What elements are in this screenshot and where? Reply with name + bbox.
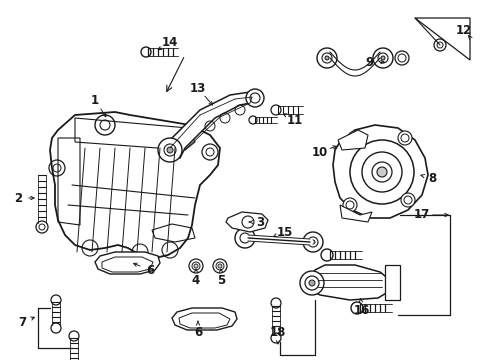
Polygon shape	[225, 212, 267, 232]
Text: 8: 8	[427, 171, 435, 184]
Circle shape	[320, 249, 332, 261]
Circle shape	[248, 116, 257, 124]
Text: 5: 5	[217, 274, 224, 288]
Text: 17: 17	[413, 208, 429, 221]
Text: 7: 7	[18, 315, 26, 328]
Polygon shape	[95, 252, 160, 274]
Polygon shape	[309, 265, 389, 300]
Circle shape	[371, 162, 391, 182]
Text: 13: 13	[189, 81, 206, 94]
Circle shape	[303, 232, 323, 252]
Circle shape	[372, 48, 392, 68]
Polygon shape	[332, 125, 427, 218]
Circle shape	[51, 295, 61, 305]
Text: 2: 2	[14, 192, 22, 204]
Circle shape	[213, 259, 226, 273]
Text: 10: 10	[311, 145, 327, 158]
Text: 18: 18	[269, 325, 285, 338]
Text: 6: 6	[145, 264, 154, 276]
Circle shape	[235, 228, 254, 248]
Text: 6: 6	[193, 325, 202, 338]
Circle shape	[310, 240, 314, 244]
Text: 3: 3	[255, 216, 264, 229]
Circle shape	[299, 271, 324, 295]
Circle shape	[308, 280, 314, 286]
Circle shape	[69, 331, 79, 341]
Circle shape	[218, 264, 222, 268]
Circle shape	[36, 221, 48, 233]
Circle shape	[400, 193, 414, 207]
Circle shape	[194, 264, 198, 268]
Polygon shape	[337, 130, 367, 150]
Circle shape	[316, 48, 336, 68]
Polygon shape	[339, 205, 371, 222]
Text: 14: 14	[162, 36, 178, 49]
Polygon shape	[384, 265, 399, 300]
Circle shape	[397, 131, 411, 145]
Text: 15: 15	[276, 225, 293, 238]
Circle shape	[394, 51, 408, 65]
Circle shape	[270, 298, 281, 308]
Circle shape	[245, 89, 264, 107]
Circle shape	[350, 302, 362, 314]
Circle shape	[167, 147, 173, 153]
Circle shape	[347, 131, 361, 145]
Circle shape	[51, 323, 61, 333]
Circle shape	[141, 47, 151, 57]
Circle shape	[342, 198, 356, 212]
Circle shape	[325, 56, 328, 60]
Circle shape	[270, 105, 281, 115]
Circle shape	[270, 333, 281, 343]
Text: 4: 4	[191, 274, 200, 288]
Text: 11: 11	[286, 113, 303, 126]
Circle shape	[380, 56, 384, 60]
Text: 1: 1	[91, 94, 99, 107]
Circle shape	[361, 152, 401, 192]
Circle shape	[349, 140, 413, 204]
Polygon shape	[172, 308, 237, 330]
Polygon shape	[164, 92, 258, 158]
Text: 16: 16	[353, 303, 369, 316]
Circle shape	[433, 39, 445, 51]
Circle shape	[158, 138, 182, 162]
Circle shape	[376, 167, 386, 177]
Text: 9: 9	[365, 55, 373, 68]
Text: 12: 12	[455, 23, 471, 36]
Circle shape	[189, 259, 203, 273]
